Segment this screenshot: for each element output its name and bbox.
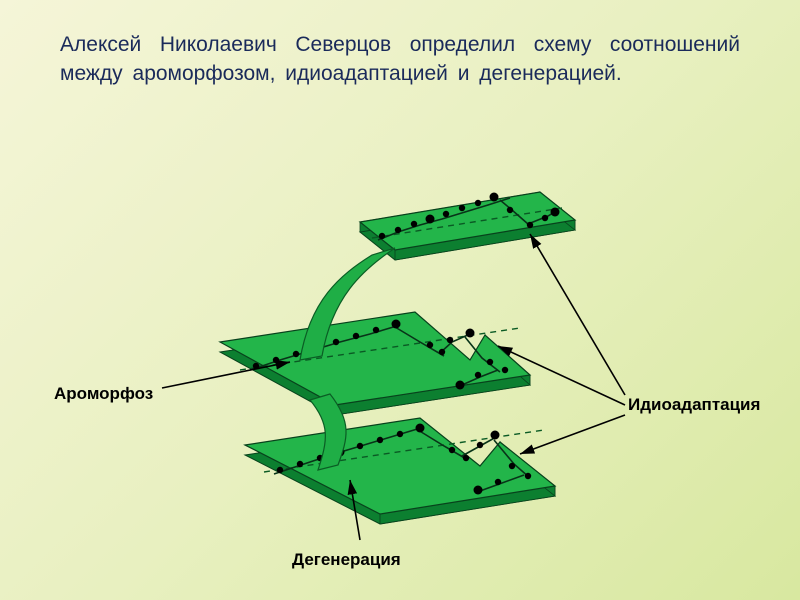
- label-aromorphosis: Ароморфоз: [54, 384, 153, 404]
- label-degeneration: Дегенерация: [292, 550, 401, 570]
- page-title: Алексей Николаевич Северцов определил сх…: [60, 30, 740, 89]
- severtsov-diagram: Ароморфоз Идиоадаптация Дегенерация: [0, 170, 800, 570]
- diagram-svg: [0, 170, 800, 570]
- label-idioadaptation: Идиоадаптация: [628, 395, 760, 415]
